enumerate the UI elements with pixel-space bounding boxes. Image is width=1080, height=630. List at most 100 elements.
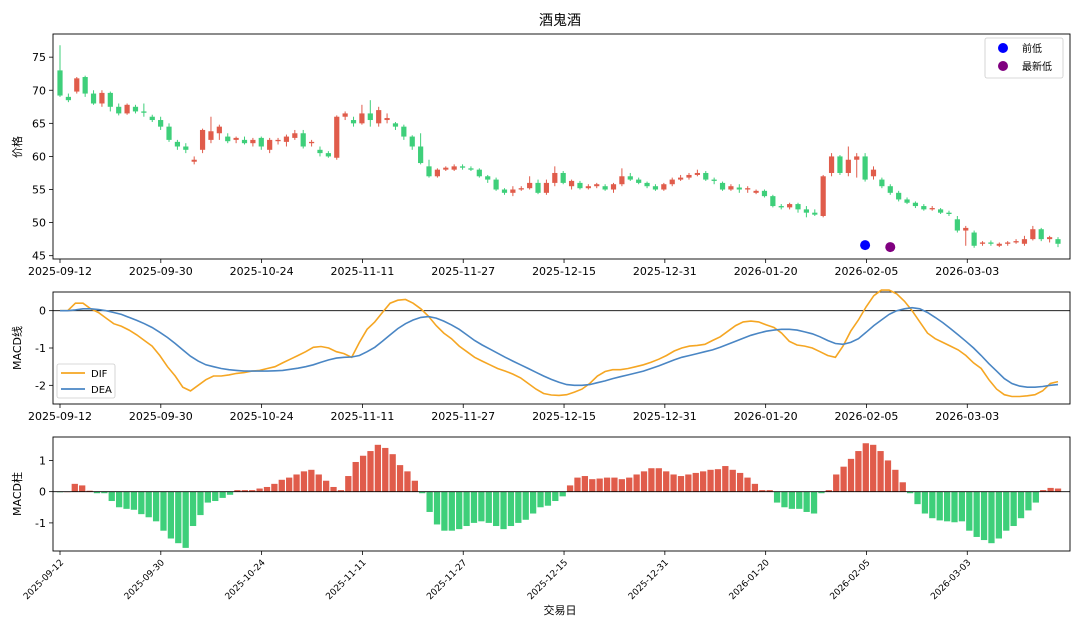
- candle-body: [954, 219, 960, 231]
- x-tick-label: 2025-12-31: [633, 410, 697, 423]
- candle-body: [887, 186, 893, 193]
- macd-histogram-bars: [53, 443, 1070, 548]
- candle-body: [1055, 239, 1061, 244]
- macd-hist-bar: [411, 480, 418, 492]
- candle-body: [929, 208, 935, 210]
- candle-body: [761, 190, 768, 197]
- macd-hist-bar: [589, 479, 596, 492]
- macd-hist-bar: [958, 491, 966, 522]
- candle-body: [233, 137, 239, 140]
- candle-body: [661, 184, 667, 190]
- candle-body: [996, 243, 1002, 246]
- macd-histogram-panel: MACD柱 1 0 -1 2025-09-12 2025-09-30 2025-10-2…: [10, 436, 1071, 602]
- macd-hist-bar: [788, 491, 796, 509]
- candle-body: [132, 106, 139, 112]
- legend-dif-label: DIF: [91, 369, 108, 380]
- macd-hist-bar: [286, 477, 293, 492]
- candle-body: [166, 126, 172, 140]
- candle-body: [99, 92, 105, 104]
- x-tick-label: 2026-02-05: [834, 410, 898, 423]
- x-tick-label: 2026-03-03: [935, 265, 999, 278]
- x-tick-label: 2025-09-30: [129, 410, 193, 423]
- macd-hist-bar: [1010, 491, 1017, 527]
- macd-hist-bar: [71, 483, 78, 492]
- candle-body: [904, 199, 910, 203]
- hist-y-tick-label: 0: [39, 486, 46, 499]
- candle-body: [753, 190, 759, 193]
- low-markers: [860, 240, 896, 253]
- candle-body: [694, 172, 700, 175]
- candle-body: [174, 141, 181, 147]
- macd-hist-bar: [249, 490, 256, 492]
- candle-body: [292, 133, 298, 138]
- macd-hist-bar: [544, 491, 552, 506]
- macd-hist-bar: [315, 474, 322, 492]
- macd-hist-bar: [818, 491, 825, 494]
- candle-body: [124, 104, 130, 114]
- candle-body: [141, 111, 147, 113]
- candle-body: [359, 113, 365, 124]
- hist-x-ticks: 2025-09-12 2025-09-30 2025-10-24 2025-11-11…: [22, 551, 973, 602]
- latest-low-marker: [885, 242, 896, 253]
- candle-body: [82, 77, 88, 94]
- macd-hist-bar: [537, 491, 544, 508]
- candle-body: [803, 209, 810, 213]
- candle-body: [719, 182, 726, 190]
- macd-y-tick-label: 0: [39, 305, 46, 318]
- candle-body: [409, 136, 415, 147]
- price-y-tick-label: 50: [32, 217, 46, 230]
- candle-body: [258, 137, 264, 147]
- x-tick-label: 2025-11-27: [425, 558, 469, 602]
- macd-hist-bar: [722, 466, 729, 492]
- hist-y-ticks: 1 0 -1: [35, 454, 53, 530]
- candle-body: [602, 186, 608, 190]
- x-tick-label: 2026-01-20: [734, 265, 798, 278]
- candle-body: [1013, 241, 1019, 243]
- candle-body: [74, 78, 80, 92]
- x-tick-label: 2025-11-27: [431, 410, 495, 423]
- macd-hist-bar: [633, 474, 640, 492]
- candle-body: [644, 182, 650, 187]
- macd-hist-bar: [907, 491, 914, 494]
- macd-hist-bar: [973, 491, 980, 537]
- macd-hist-bar: [611, 477, 618, 492]
- candle-body: [870, 169, 877, 177]
- macd-hist-bar: [648, 468, 655, 492]
- x-tick-label: 2025-12-15: [526, 558, 570, 602]
- macd-hist-bar: [115, 491, 123, 508]
- macd-hist-bar: [108, 491, 115, 502]
- macd-hist-bar: [921, 491, 929, 514]
- macd-hist-bar: [566, 485, 574, 492]
- macd-hist-bar: [929, 491, 936, 519]
- candle-body: [267, 139, 273, 150]
- macd-hist-bar: [1054, 488, 1062, 492]
- candlesticks: [57, 45, 1061, 248]
- candle-body: [325, 153, 331, 157]
- candle-body: [241, 139, 248, 144]
- macd-hist-bar: [773, 491, 781, 503]
- x-tick-label: 2026-02-05: [829, 558, 873, 602]
- candle-body: [770, 196, 776, 207]
- macd-hist-bar: [204, 491, 211, 503]
- candle-body: [1021, 239, 1028, 244]
- candle-body: [350, 120, 357, 124]
- candle-body: [216, 126, 222, 134]
- macd-hist-bar: [707, 469, 714, 492]
- candle-body: [485, 176, 491, 180]
- macd-hist-bar: [293, 474, 300, 492]
- macd-hist-bar: [559, 491, 566, 497]
- macd-y-ticks: 0 -1 -2: [35, 305, 53, 392]
- legend-dea-label: DEA: [91, 385, 112, 396]
- candle-body: [703, 172, 709, 180]
- candle-body: [711, 179, 717, 181]
- candle-body: [225, 136, 231, 142]
- macd-hist-bar: [234, 490, 241, 492]
- macd-hist-bar: [271, 483, 278, 492]
- macd-hist-bar: [855, 451, 862, 492]
- candle-body: [669, 179, 675, 185]
- candle-body: [334, 116, 340, 158]
- macd-hist-bar: [456, 491, 463, 530]
- macd-y-label: MACD线: [10, 326, 24, 370]
- macd-hist-bar: [367, 451, 374, 492]
